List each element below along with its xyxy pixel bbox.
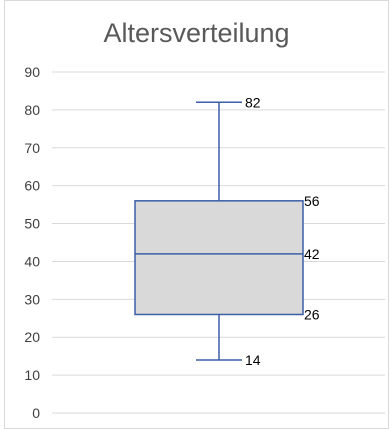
y-tick-label: 40 — [24, 253, 40, 269]
chart-title: Altersverteilung — [103, 18, 290, 48]
median-label: 42 — [304, 246, 320, 262]
y-tick-label: 20 — [24, 329, 40, 345]
q3-label: 56 — [304, 193, 320, 209]
y-tick-label: 80 — [24, 102, 40, 118]
data-labels: 82 56 42 26 14 — [245, 94, 320, 368]
min-label: 14 — [245, 352, 261, 368]
y-tick-label: 70 — [24, 140, 40, 156]
y-tick-label: 60 — [24, 178, 40, 194]
y-tick-label: 0 — [32, 405, 40, 421]
y-tick-label: 10 — [24, 367, 40, 383]
y-axis-tick-labels: 0 10 20 30 40 50 60 70 80 90 — [24, 64, 40, 421]
iqr-box — [134, 200, 304, 316]
y-tick-label: 30 — [24, 291, 40, 307]
boxplot-marks — [134, 101, 304, 361]
q1-label: 26 — [304, 306, 320, 322]
y-tick-label: 90 — [24, 64, 40, 80]
y-tick-label: 50 — [24, 216, 40, 232]
max-label: 82 — [245, 94, 261, 110]
